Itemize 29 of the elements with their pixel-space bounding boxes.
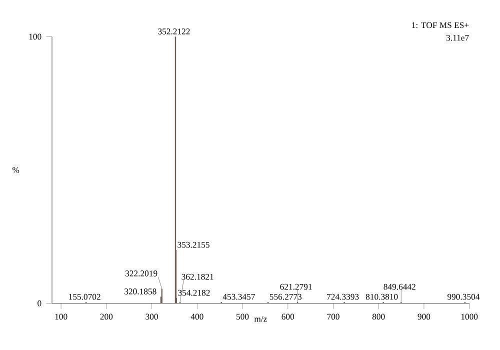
- annotation: 3.11e7: [446, 34, 469, 41]
- y-tick-label: 0: [38, 300, 42, 306]
- text: 1: TOF MS ES+: [412, 22, 469, 28]
- annotation: 556.2773: [270, 294, 302, 300]
- annotation: 621.2791: [280, 284, 312, 290]
- annotation: 849.6442: [384, 284, 416, 290]
- x-tick-label: 800: [372, 314, 385, 320]
- x-tick-label: 300: [146, 314, 158, 320]
- annotation: 362.1821: [182, 274, 214, 280]
- annotation: 453.3457: [222, 294, 255, 300]
- x-tick-label: 400: [190, 314, 204, 320]
- x-tick-label: 200: [100, 314, 113, 320]
- annotation: 352.2122: [158, 28, 190, 34]
- annotation: 320.1858: [124, 288, 156, 294]
- x-axis-title: m/z: [254, 316, 267, 322]
- annotation: 354.2182: [178, 290, 210, 296]
- annotation: 990.3504: [447, 294, 480, 300]
- y-axis-title: %: [12, 167, 20, 173]
- x-tick-label: 900: [418, 314, 430, 320]
- annotation: 322.2019: [125, 270, 158, 276]
- x-tick-label: 500: [236, 314, 249, 320]
- x-tick-label: 700: [327, 314, 340, 320]
- annotation: 810.3810: [366, 294, 398, 300]
- x-tick-label: 1000: [461, 314, 478, 320]
- annotation: 155.0702: [69, 294, 100, 300]
- annotation: 353.2155: [178, 242, 210, 248]
- x-tick-label: 600: [282, 314, 294, 320]
- annotation: 724.3393: [327, 294, 359, 300]
- x-tick-label: 100: [55, 314, 68, 320]
